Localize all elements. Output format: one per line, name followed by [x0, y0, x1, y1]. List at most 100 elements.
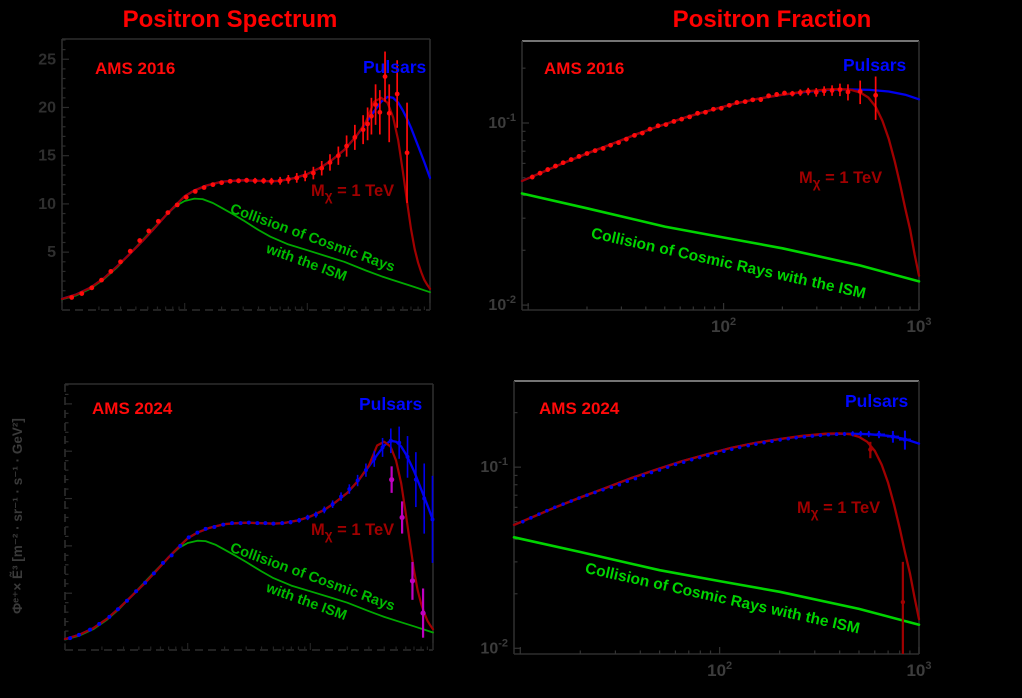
data-point — [679, 116, 685, 122]
data-point — [352, 134, 358, 140]
points-ams-2024-projected-pulsar — [68, 426, 435, 641]
data-point — [858, 431, 863, 436]
data-point — [671, 119, 677, 124]
data-point — [663, 122, 669, 127]
data-point — [294, 175, 300, 181]
data-point — [399, 514, 405, 521]
data-point — [553, 505, 557, 510]
data-point — [271, 521, 276, 526]
data-point — [430, 517, 435, 522]
data-point — [681, 460, 686, 465]
data-point — [347, 487, 352, 492]
chart-fraction-2016: 102 103 10-1 10-2 — [488, 40, 932, 336]
dm-mass-label-spectrum-2024: Mχ = 1 TeV — [311, 522, 394, 542]
data-point — [810, 434, 815, 438]
data-point — [782, 90, 787, 96]
data-point — [850, 431, 855, 436]
dm-mass-label-fraction-2024: Mχ = 1 TeV — [797, 500, 880, 520]
data-point — [829, 88, 835, 93]
data-point — [335, 153, 341, 159]
data-point — [252, 178, 258, 184]
data-point — [360, 127, 366, 133]
data-point — [726, 102, 732, 108]
data-point — [382, 74, 388, 80]
data-point — [365, 121, 371, 127]
data-point — [537, 170, 543, 176]
title-positron-spectrum: Positron Spectrum — [122, 6, 338, 33]
chart-spectrum-2016: 5 10 15 20 25 — [38, 38, 432, 311]
data-point — [161, 560, 166, 565]
dm-m: M — [799, 169, 813, 187]
data-point — [88, 627, 93, 632]
data-point — [344, 143, 350, 149]
data-point — [108, 269, 114, 274]
data-point — [322, 507, 327, 512]
data-point — [269, 178, 274, 184]
data-point — [794, 435, 798, 440]
data-point — [327, 160, 333, 165]
tick-label: 102 — [711, 316, 736, 336]
data-point — [697, 455, 702, 460]
data-point — [422, 496, 427, 501]
ams-2016-label-spectrum: AMS 2016 — [95, 59, 176, 78]
data-point — [285, 176, 291, 182]
data-point — [330, 502, 335, 507]
pulsars-label-spectrum-2016: Pulsars — [363, 57, 427, 77]
data-point — [236, 178, 241, 184]
data-point — [868, 447, 873, 452]
tick-label: 20 — [38, 99, 56, 116]
data-point — [115, 607, 120, 612]
data-point — [134, 589, 139, 594]
data-point — [174, 202, 180, 208]
data-point — [297, 518, 302, 523]
points-ams-2024-projected-pulsar — [521, 430, 871, 524]
data-point — [729, 447, 734, 452]
data-point — [842, 432, 847, 436]
data-point — [609, 485, 614, 490]
data-point — [151, 571, 156, 576]
data-point — [99, 277, 104, 283]
points-ams-2024-projected-dm — [868, 441, 906, 654]
dm-m: M — [311, 521, 325, 539]
data-point — [521, 519, 525, 524]
data-point — [601, 487, 605, 492]
data-point — [420, 610, 426, 616]
points-ams-2016-data — [69, 51, 410, 300]
data-point — [585, 493, 589, 498]
data-point — [673, 462, 678, 467]
points-ams-2024-high-e-pulsar-crosses — [872, 430, 911, 450]
data-point — [711, 106, 716, 112]
data-point — [227, 178, 233, 184]
data-point — [389, 477, 395, 483]
data-point — [529, 174, 535, 180]
dm-chi: χ — [324, 527, 333, 543]
data-point — [737, 445, 742, 450]
tick-label: 15 — [38, 148, 56, 165]
data-point — [821, 88, 827, 94]
data-point — [280, 521, 285, 526]
data-point — [230, 521, 235, 526]
data-point — [900, 599, 906, 605]
data-point — [261, 178, 266, 184]
ams-2016-label-fraction: AMS 2016 — [544, 59, 625, 78]
data-point — [238, 521, 243, 526]
data-point — [632, 132, 637, 138]
tick-label: 25 — [38, 51, 56, 68]
data-point — [79, 291, 85, 297]
tick-label: 10 — [38, 196, 56, 213]
data-point — [277, 178, 283, 184]
dm-m: M — [797, 499, 811, 517]
data-point — [750, 97, 756, 103]
data-point — [369, 113, 374, 119]
data-point — [857, 89, 863, 94]
series-dm-1-tev — [63, 440, 435, 641]
data-point — [76, 632, 81, 637]
data-point — [633, 476, 638, 481]
data-point — [89, 285, 95, 291]
data-point — [146, 228, 152, 234]
data-point — [584, 151, 590, 156]
data-point — [866, 432, 871, 436]
data-point — [263, 521, 268, 526]
data-point — [69, 295, 75, 300]
data-point — [537, 512, 541, 516]
